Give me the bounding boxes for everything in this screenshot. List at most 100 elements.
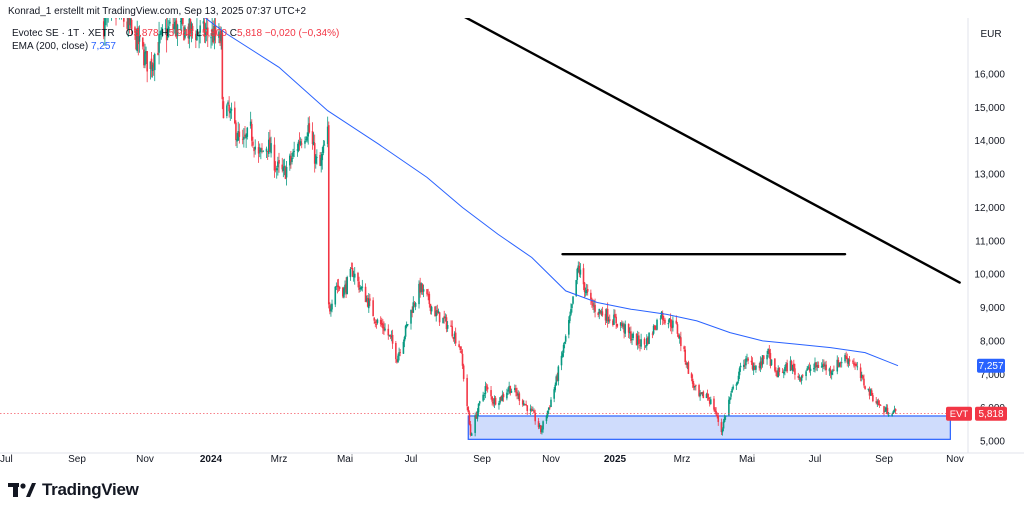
candle-body: [530, 409, 533, 411]
candle-body: [791, 364, 794, 371]
candle-body: [195, 33, 197, 40]
candle-body: [685, 362, 688, 365]
candle-body: [345, 283, 347, 293]
candle-body: [597, 312, 600, 315]
candle-body: [847, 359, 850, 364]
candle-body: [445, 317, 448, 330]
candle-body: [743, 364, 745, 367]
candle-body: [169, 21, 171, 24]
support-zone: [467, 415, 951, 440]
candle-body: [550, 399, 552, 408]
candle-body: [526, 405, 529, 412]
candle-body: [115, 18, 117, 19]
candle-body: [346, 276, 348, 295]
candle-body: [891, 414, 893, 416]
currency-label: EUR: [980, 29, 1001, 40]
candle-body: [374, 321, 377, 324]
candle-body: [210, 37, 212, 39]
candle-body: [564, 336, 567, 342]
candle-body: [452, 337, 455, 340]
candle-body: [784, 367, 786, 372]
candle-body: [144, 51, 146, 66]
candle-body: [306, 136, 308, 141]
candle-body: [794, 368, 796, 375]
candle-body: [478, 401, 481, 404]
candle-body: [759, 361, 762, 369]
candle-body: [143, 49, 145, 66]
candle-body: [437, 311, 440, 314]
high-label: H: [161, 28, 169, 39]
candle-body: [717, 415, 720, 422]
candle-body: [366, 297, 369, 307]
candle-body: [234, 107, 236, 124]
candle-body: [343, 288, 345, 298]
candle-body: [601, 311, 604, 316]
candle-body: [261, 148, 263, 150]
candle-body: [102, 21, 105, 37]
candle-body: [146, 51, 148, 72]
candle-body: [613, 314, 615, 325]
candle-body: [745, 358, 747, 366]
candle-body: [624, 324, 627, 334]
candle-body: [387, 328, 390, 336]
candle-body: [616, 323, 619, 327]
candle-body: [766, 354, 768, 360]
candle-body: [406, 324, 409, 326]
candle-body: [546, 410, 549, 417]
candle-body: [230, 108, 233, 111]
descending-trendline: [464, 18, 961, 284]
candle-body: [442, 317, 444, 324]
candle-body: [229, 110, 232, 114]
candle-body: [845, 355, 847, 359]
candle-body: [326, 126, 329, 145]
candle-body: [793, 363, 795, 369]
candle-body: [498, 402, 500, 406]
candle-body: [863, 378, 865, 386]
candle-body: [486, 387, 489, 390]
candle-body: [202, 21, 205, 24]
candle-body: [500, 396, 503, 401]
candle-body: [830, 372, 833, 375]
candle-body: [277, 161, 279, 168]
candle-body: [767, 348, 769, 355]
candle-body: [221, 32, 224, 100]
candle-body: [809, 368, 812, 372]
candle-body: [607, 320, 610, 322]
candle-body: [349, 268, 352, 278]
candle-body: [390, 335, 393, 338]
candle-body: [721, 429, 724, 433]
candle-body: [856, 366, 859, 368]
candle-body: [166, 27, 169, 38]
candle-body: [606, 308, 609, 322]
candle-body: [853, 362, 855, 366]
candle-body: [686, 362, 689, 366]
candle-body: [643, 338, 646, 345]
candle-body: [335, 285, 338, 287]
candle-body: [668, 318, 671, 323]
candle-body: [723, 417, 726, 422]
candle-body: [537, 421, 540, 428]
candle-body: [316, 157, 318, 158]
candle-body: [129, 18, 132, 26]
candle-body: [384, 328, 386, 331]
candle-body: [517, 393, 519, 396]
x-tick-label: Jul: [809, 454, 822, 465]
candle-body: [585, 289, 588, 293]
candle-body: [576, 268, 579, 280]
x-tick-label: Jul: [405, 454, 418, 465]
candle-body: [220, 30, 222, 42]
y-tick-label: 10,000: [974, 270, 1005, 281]
tradingview-logo[interactable]: TradingView: [8, 480, 139, 500]
candle-body: [311, 131, 314, 144]
candle-body: [160, 29, 163, 35]
candle-body: [598, 308, 601, 314]
candle-body: [586, 288, 589, 292]
candle-body: [249, 121, 252, 126]
candle-body: [180, 18, 183, 25]
candle-body: [575, 280, 577, 297]
candle-body: [278, 160, 280, 164]
candle-body: [270, 143, 272, 154]
candle-body: [275, 168, 278, 171]
